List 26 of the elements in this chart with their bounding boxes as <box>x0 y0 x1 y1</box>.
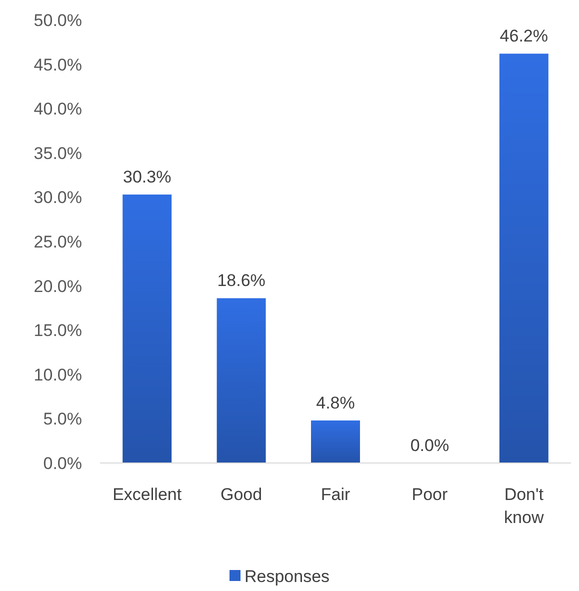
y-tick-label: 5.0% <box>43 410 82 429</box>
data-label: 18.6% <box>217 271 266 290</box>
x-tick-label: Don't know <box>504 485 544 527</box>
legend-label: Responses <box>244 566 330 586</box>
y-tick-label: 20.0% <box>34 276 82 296</box>
x-tick-label: Poor <box>412 485 448 504</box>
y-tick-label: 15.0% <box>34 321 82 340</box>
bar <box>499 54 548 463</box>
data-label: 46.2% <box>500 26 548 46</box>
bar <box>311 420 360 463</box>
bar <box>122 194 172 463</box>
x-tick-label: Fair <box>320 485 350 504</box>
x-tick-label: Excellent <box>112 485 182 504</box>
y-tick-label: 30.0% <box>34 188 82 208</box>
y-tick-label: 45.0% <box>34 55 82 74</box>
data-label: 4.8% <box>316 393 355 412</box>
data-label: 0.0% <box>410 436 450 455</box>
y-tick-label: 35.0% <box>34 144 82 163</box>
data-label: 30.3% <box>123 168 172 187</box>
y-tick-label: 40.0% <box>34 100 82 119</box>
bar <box>216 298 266 463</box>
y-tick-label: 50.0% <box>34 10 82 30</box>
x-tick-label: Good <box>220 485 262 504</box>
y-tick-label: 0.0% <box>43 454 82 473</box>
y-tick-label: 10.0% <box>34 365 82 384</box>
y-tick-label: 25.0% <box>34 232 82 252</box>
